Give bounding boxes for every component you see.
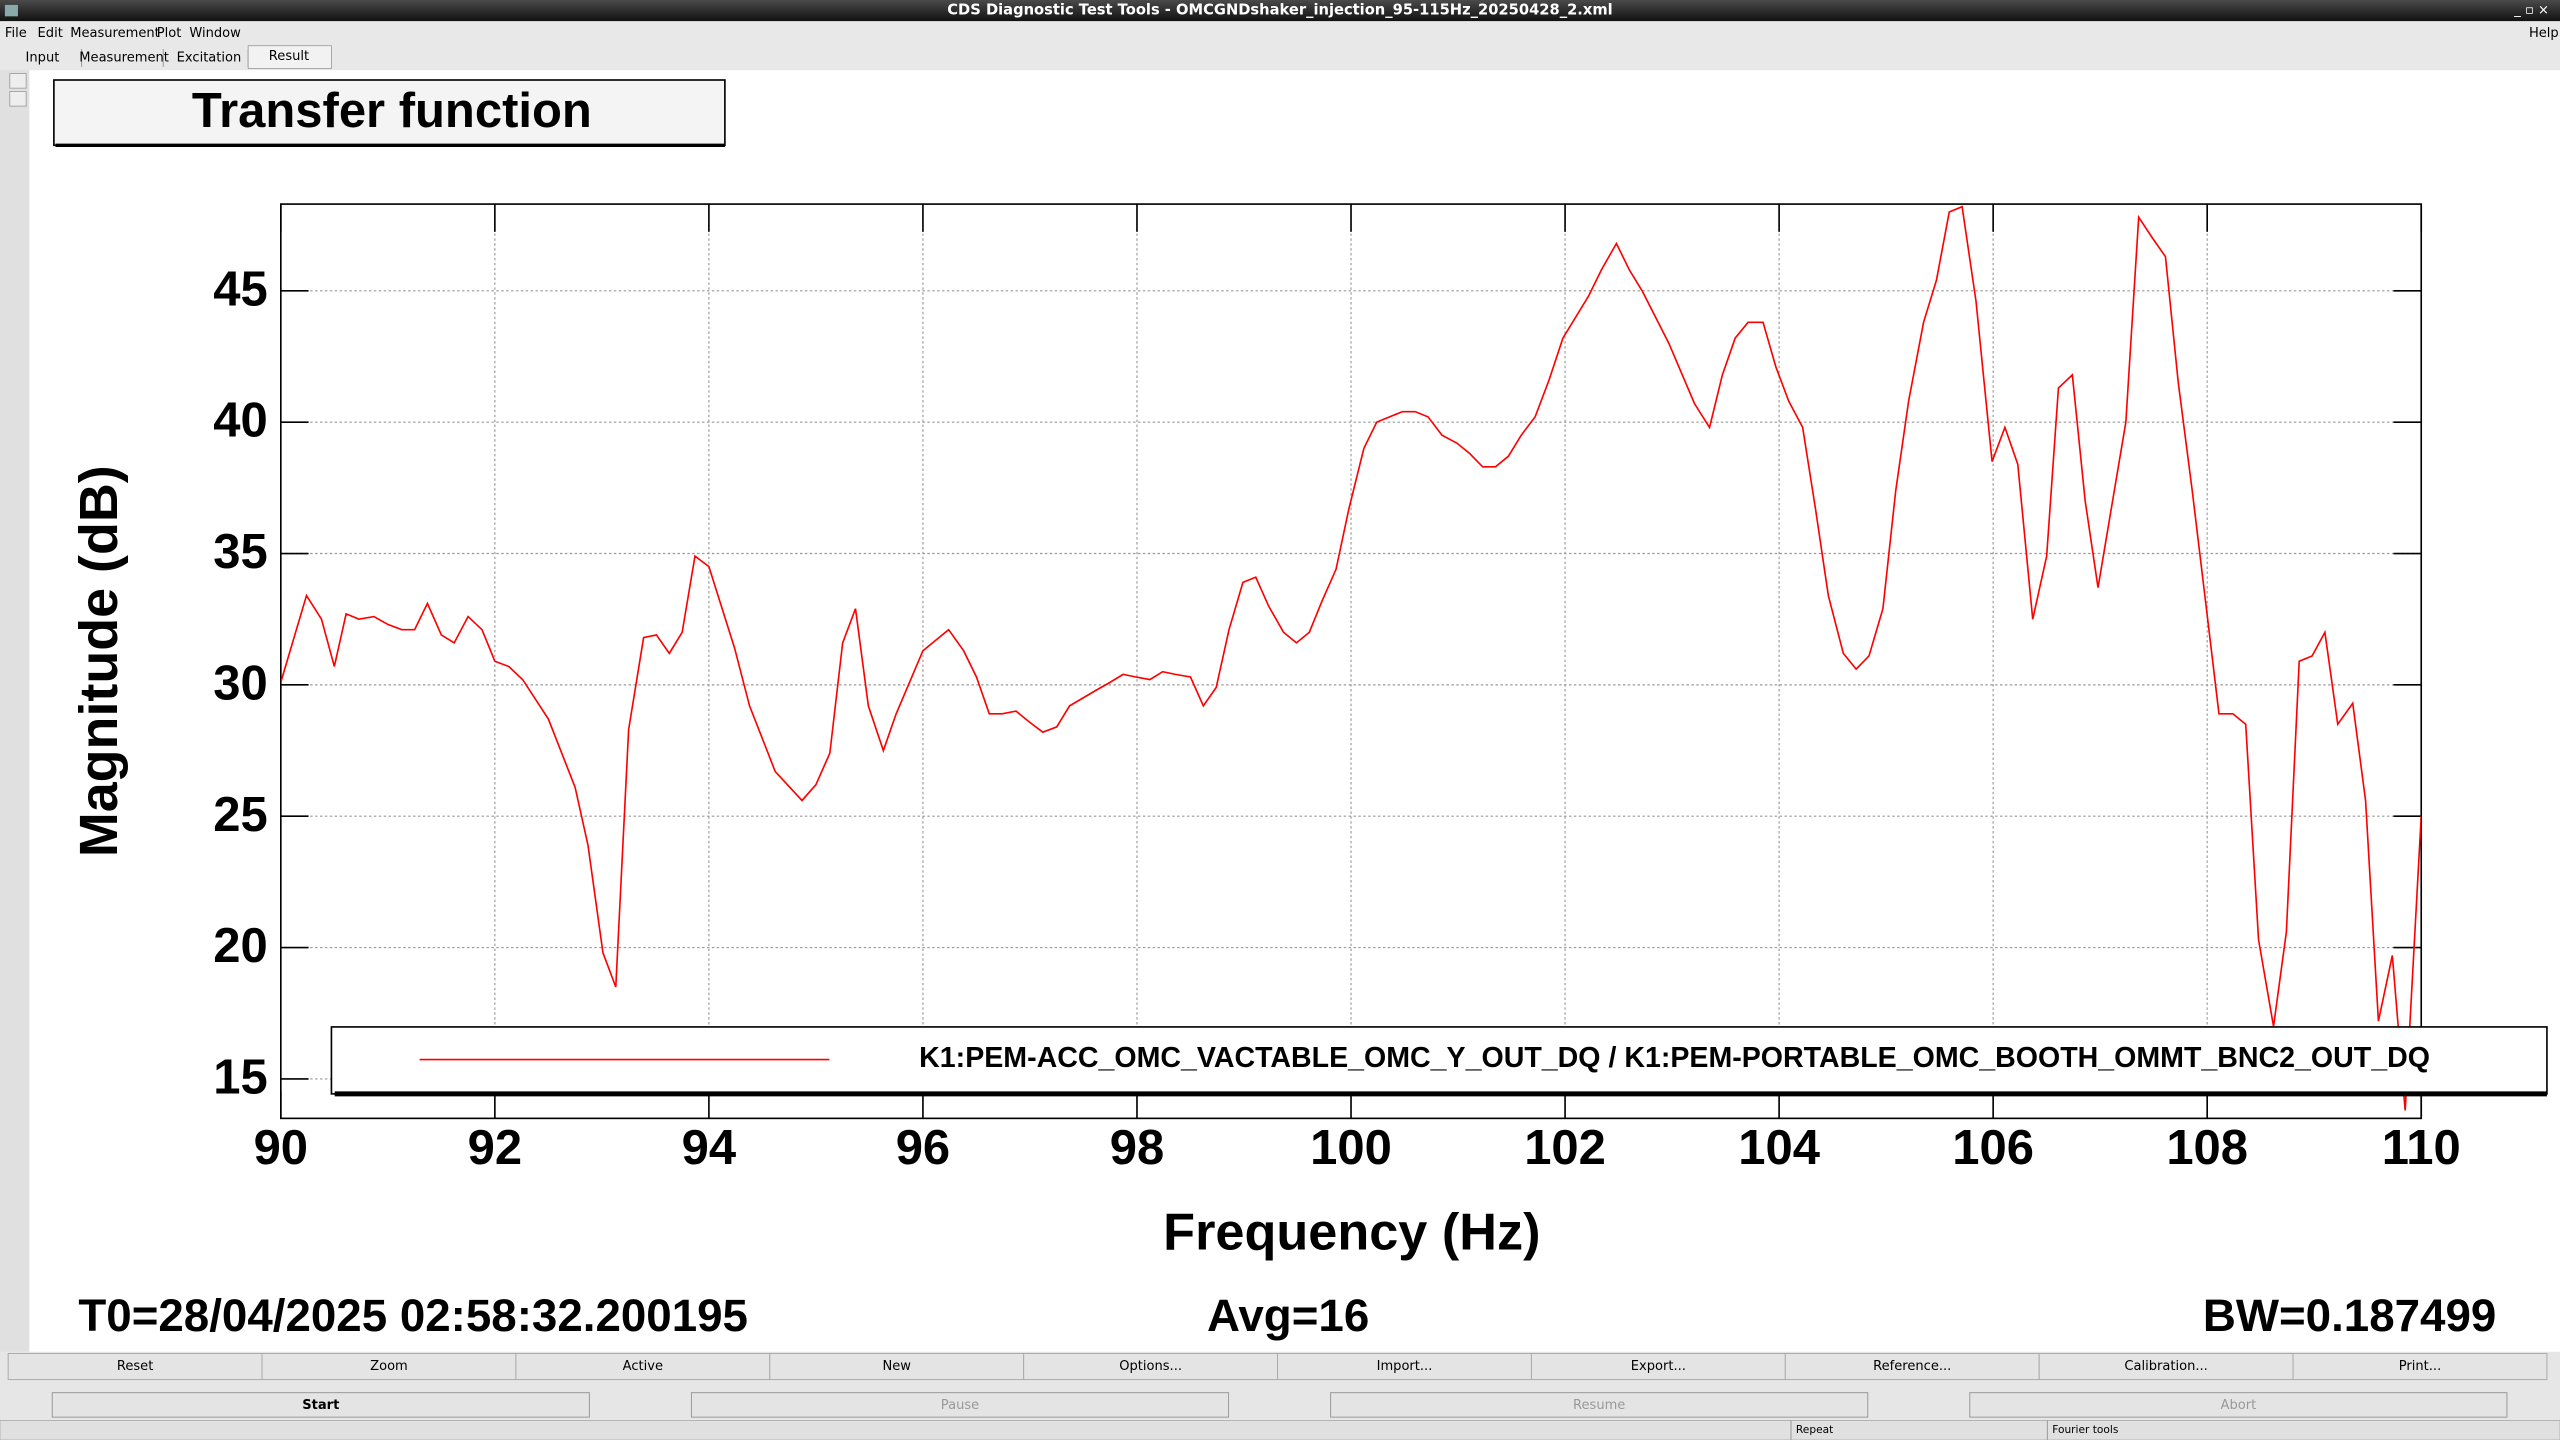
button[interactable] <box>1277 1352 1532 1381</box>
control-button[interactable] <box>1330 1392 1869 1418</box>
tab[interactable]: Measurement <box>79 50 169 65</box>
x-tick-label: 106 <box>1952 1121 2034 1175</box>
button-label[interactable]: Calibration... <box>2124 1359 2207 1374</box>
button-label[interactable]: Print... <box>2399 1359 2441 1374</box>
menu-bar <box>0 21 2560 46</box>
tab[interactable]: Excitation <box>177 50 242 65</box>
control-button[interactable] <box>51 1392 590 1418</box>
y-tick-label: 25 <box>213 788 267 842</box>
menu-item[interactable]: Edit <box>38 26 63 41</box>
status-bar <box>0 1420 2560 1440</box>
control-button[interactable] <box>690 1392 1230 1418</box>
legend-label: K1:PEM-ACC_OMC_VACTABLE_OMC_Y_OUT_DQ / K… <box>919 1042 2430 1074</box>
x-tick-label: 98 <box>1110 1121 1164 1175</box>
button-label[interactable]: Zoom <box>370 1359 408 1374</box>
button-label[interactable]: New <box>883 1359 912 1374</box>
data-line <box>280 205 2422 1111</box>
button[interactable] <box>1530 1352 1786 1381</box>
y-tick-label: 15 <box>213 1051 267 1105</box>
menu-item[interactable]: Plot <box>157 26 182 41</box>
bw-label: BW=0.187499 <box>2203 1290 2496 1341</box>
button-label[interactable]: Active <box>623 1359 663 1374</box>
x-tick-label: 94 <box>682 1121 736 1175</box>
y-tick-label: 45 <box>213 262 267 316</box>
t0-label: T0=28/04/2025 02:58:32.200195 <box>78 1290 748 1341</box>
y-tick-label: 30 <box>213 656 267 710</box>
y-tick-label: 40 <box>213 394 267 448</box>
button[interactable] <box>2292 1352 2548 1381</box>
title-bar <box>0 0 2560 22</box>
button-label[interactable]: Export... <box>1631 1359 1686 1374</box>
button[interactable] <box>7 1352 263 1381</box>
window-title: CDS Diagnostic Test Tools - OMCGNDshaker… <box>947 2 1612 19</box>
chart: 15 20 25 30 35 40 45 90 92 94 96 98 100 102 104 106 108 1… <box>213 203 2548 1175</box>
menu-item[interactable]: Window <box>189 26 241 41</box>
x-tick-label: 100 <box>1310 1121 1392 1175</box>
button-label[interactable]: Options... <box>1119 1359 1182 1374</box>
y-tick-label: 20 <box>213 919 267 973</box>
plot-frame <box>280 203 2423 1120</box>
x-tick-label: 90 <box>254 1121 308 1175</box>
tab[interactable]: Result <box>269 49 309 64</box>
x-tick-label: 96 <box>896 1121 950 1175</box>
app-icon <box>4 4 18 17</box>
menu-item[interactable]: Measurement <box>70 26 160 41</box>
x-tick-label: 92 <box>468 1121 522 1175</box>
plot-pad <box>29 70 2560 1352</box>
status-cell: Fourier tools <box>2052 1423 2119 1436</box>
x-tick-label: 108 <box>2166 1121 2248 1175</box>
control-label[interactable]: Abort <box>2221 1398 2257 1413</box>
menu-help[interactable]: Help <box>2529 26 2559 41</box>
x-tick-label: 110 <box>2382 1121 2461 1175</box>
control-label[interactable]: Resume <box>1573 1398 1625 1413</box>
control-label[interactable]: Start <box>302 1398 339 1413</box>
tab-bar <box>0 45 2560 71</box>
side-strip <box>0 70 30 1352</box>
avg-label: Avg=16 <box>1207 1290 1369 1341</box>
x-axis-label: Frequency (Hz) <box>1163 1204 1540 1262</box>
tab-active <box>247 45 332 69</box>
window-controls[interactable]: _ ▫ × <box>2513 3 2549 18</box>
button[interactable] <box>1784 1352 2040 1381</box>
tab[interactable]: Input <box>26 50 60 65</box>
y-tick-label: 35 <box>213 525 267 579</box>
button-label[interactable]: Reset <box>117 1359 153 1374</box>
scroll-up[interactable] <box>9 73 27 89</box>
button-label[interactable]: Import... <box>1377 1359 1433 1374</box>
button[interactable] <box>769 1352 1025 1381</box>
menu-item[interactable]: File <box>5 26 27 41</box>
button[interactable] <box>515 1352 771 1381</box>
status-cell: Repeat <box>1796 1423 1833 1436</box>
scroll-down[interactable] <box>9 91 27 107</box>
button[interactable] <box>1023 1352 1279 1381</box>
control-button[interactable] <box>1969 1392 2508 1418</box>
y-axis-label: Magnitude (dB) <box>69 465 129 857</box>
control-label[interactable]: Pause <box>941 1398 979 1413</box>
x-tick-label: 102 <box>1524 1121 1606 1175</box>
button-label[interactable]: Reference... <box>1873 1359 1951 1374</box>
chart-title: Transfer function <box>192 84 592 138</box>
x-tick-label: 104 <box>1738 1121 1820 1175</box>
title-box <box>53 79 726 147</box>
